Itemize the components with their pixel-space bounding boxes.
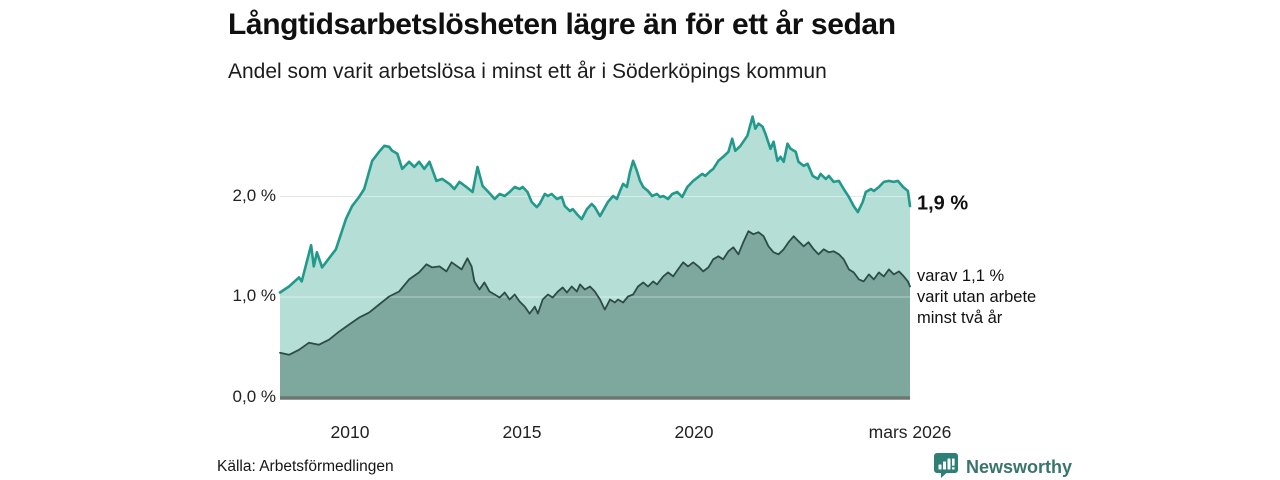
- newsworthy-logo-icon: [933, 452, 959, 480]
- line-sub-minst-tva-ar: [279, 230, 911, 356]
- area-sub-minst-tva-ar: [280, 231, 910, 397]
- x-axis-tick-mars-2026: mars 2026: [868, 422, 952, 442]
- newsworthy-brand-text: Newsworthy: [966, 457, 1073, 477]
- series-sub-end-label: varav 1,1 % varit utan arbete minst två …: [917, 266, 1036, 329]
- x-axis-tick-2020: 2020: [674, 422, 714, 442]
- x-axis-tick-2015: 2015: [502, 422, 542, 442]
- chart-subtitle: Andel som varit arbetslösa i minst ett å…: [228, 60, 827, 83]
- series-total-end-label: 1,9 %: [917, 192, 969, 215]
- source-credit: Källa: Arbetsförmedlingen: [217, 458, 394, 475]
- x-axis-tick-2010: 2010: [330, 422, 370, 442]
- line-total-min-ett-ar: [278, 115, 912, 294]
- y-axis-tick-0: 0,0 %: [232, 387, 276, 406]
- series-sub-end-label-line2: varit utan arbete: [917, 288, 1037, 306]
- y-axis-tick-2: 2,0 %: [232, 186, 276, 205]
- series-sub-end-label-line3: minst två år: [917, 309, 1003, 327]
- series-sub-end-label-line1: varav 1,1 %: [917, 267, 1005, 285]
- y-axis-tick-1: 1,0 %: [232, 286, 276, 305]
- page-title: Långtidsarbetslösheten lägre än för ett …: [228, 8, 896, 41]
- newsworthy-brand: Newsworthy: [933, 452, 1072, 480]
